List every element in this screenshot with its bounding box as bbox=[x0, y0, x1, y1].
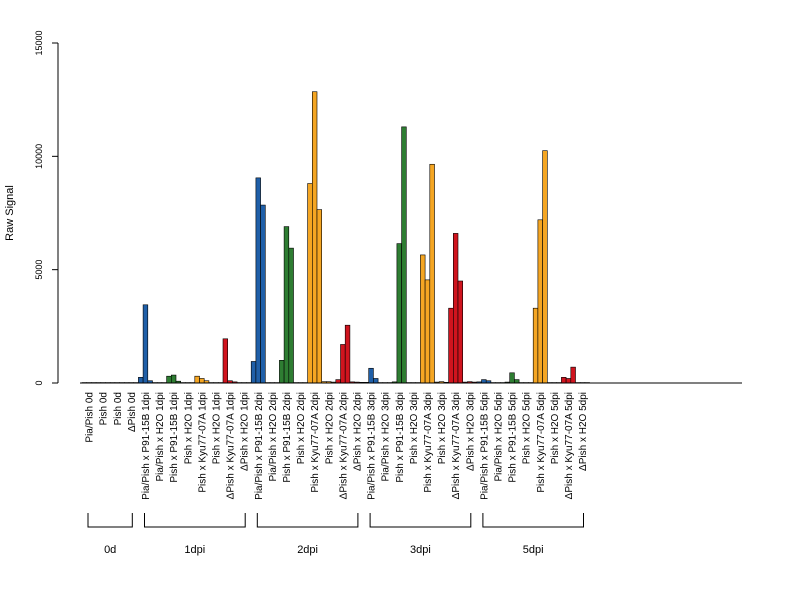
bar bbox=[307, 183, 313, 384]
x-tick-label: Pia/Pish x P91-15B 1dpi bbox=[141, 392, 152, 500]
group-bracket bbox=[256, 513, 359, 528]
x-tick-label: Pish x Kyu77-07A 2dpi bbox=[310, 392, 321, 493]
bar bbox=[570, 366, 576, 384]
y-axis: 0 5000 10000 15000 bbox=[34, 30, 59, 386]
bar bbox=[138, 377, 144, 384]
y-tick-label: 10000 bbox=[34, 144, 44, 169]
group-label: 3dpi bbox=[410, 544, 431, 556]
group-bracket bbox=[482, 513, 584, 528]
group-bracket bbox=[87, 513, 133, 528]
bar bbox=[311, 91, 318, 384]
bar bbox=[452, 233, 459, 384]
x-tick-label: Pish x Kyu77-07A 5dpi bbox=[536, 392, 547, 493]
group-brackets: 0d 1dpi 2dpi 3dpi 5dpi bbox=[87, 513, 584, 556]
x-tick-label: Pish x P91-15B 2dpi bbox=[282, 392, 293, 483]
x-tick-label: Pish x H2O 2dpi bbox=[324, 392, 335, 464]
bar bbox=[142, 304, 149, 384]
bar bbox=[457, 280, 463, 384]
x-tick-label: Pia/Pish x H2O 3dpi bbox=[381, 392, 392, 482]
y-tick-label: 5000 bbox=[34, 260, 44, 280]
bar bbox=[279, 360, 285, 384]
x-tick-label: Pish x P91-15B 1dpi bbox=[169, 392, 180, 483]
x-tick-label: Pish x Kyu77-07A 1dpi bbox=[197, 392, 208, 493]
bar bbox=[368, 367, 374, 384]
bar bbox=[448, 307, 454, 384]
bar bbox=[288, 247, 294, 384]
bar bbox=[222, 338, 228, 384]
x-tick-label: ΔPish x Kyu77-07A 2dpi bbox=[338, 392, 349, 499]
x-tick-label: ΔPish x Kyu77-07A 5dpi bbox=[564, 392, 575, 499]
bar bbox=[420, 254, 426, 384]
bar bbox=[316, 209, 322, 384]
bar bbox=[250, 361, 257, 384]
x-tick-label: Pish 0d bbox=[99, 392, 110, 425]
bar bbox=[532, 307, 539, 384]
x-tick-label: Pish x P91-15B 5dpi bbox=[508, 392, 519, 483]
bar bbox=[260, 204, 266, 384]
x-tick-label: ΔPish x Kyu77-07A 3dpi bbox=[451, 392, 462, 499]
group-label: 2dpi bbox=[297, 544, 318, 556]
bar bbox=[283, 226, 290, 384]
y-axis-label: Raw Signal bbox=[4, 185, 16, 241]
x-tick-label: ΔPish x H2O 3dpi bbox=[465, 392, 476, 471]
x-tick-label: Pish x Kyu77-07A 3dpi bbox=[423, 392, 434, 493]
bars bbox=[81, 91, 590, 384]
x-tick-label: ΔPish x H2O 1dpi bbox=[240, 392, 251, 471]
bar bbox=[509, 372, 515, 384]
bar bbox=[401, 126, 407, 384]
bar bbox=[429, 163, 435, 384]
y-tick-label: 15000 bbox=[34, 30, 44, 55]
group-label: 5dpi bbox=[523, 544, 544, 556]
category-labels: Pia/Pish 0d Pish 0d Pish 0d ΔPish 0d Pia/Pis… bbox=[85, 392, 589, 500]
x-tick-label: ΔPish x Kyu77-07A 1dpi bbox=[226, 392, 237, 499]
x-tick-label: Pia/Pish x P91-15B 5dpi bbox=[479, 392, 490, 500]
bar bbox=[373, 378, 379, 384]
bar bbox=[171, 374, 177, 384]
bar bbox=[514, 379, 520, 384]
bar bbox=[340, 344, 346, 384]
x-tick-label: ΔPish x H2O 2dpi bbox=[352, 392, 363, 471]
x-tick-label: Pia/Pish x H2O 1dpi bbox=[155, 392, 166, 482]
group-bracket bbox=[144, 513, 246, 528]
x-tick-label: Pish x H2O 2dpi bbox=[296, 392, 307, 464]
group-label: 1dpi bbox=[184, 544, 205, 556]
bar bbox=[396, 243, 402, 384]
x-tick-label: Pish 0d bbox=[113, 392, 124, 425]
x-tick-label: Pish x H2O 3dpi bbox=[409, 392, 420, 464]
bar bbox=[194, 375, 200, 384]
x-tick-label: Pish x H2O 1dpi bbox=[183, 392, 194, 464]
x-tick-label: Pia/Pish x H2O 5dpi bbox=[493, 392, 504, 482]
bar bbox=[424, 279, 431, 384]
bar bbox=[199, 378, 205, 384]
x-tick-label: Pish x H2O 5dpi bbox=[550, 392, 561, 464]
bar bbox=[565, 378, 572, 384]
bar bbox=[255, 177, 261, 384]
x-tick-label: Pia/Pish x P91-15B 2dpi bbox=[254, 392, 265, 500]
group-bracket bbox=[369, 513, 472, 528]
bar bbox=[481, 379, 487, 384]
x-tick-label: ΔPish 0d bbox=[127, 392, 138, 432]
x-tick-label: ΔPish x H2O 5dpi bbox=[578, 392, 589, 471]
x-tick-label: Pish x H2O 1dpi bbox=[211, 392, 222, 464]
bar bbox=[335, 379, 341, 384]
bar bbox=[542, 150, 548, 384]
x-tick-label: Pish x H2O 5dpi bbox=[522, 392, 533, 464]
bar bbox=[166, 375, 172, 384]
bar bbox=[537, 219, 543, 384]
bar bbox=[561, 377, 567, 384]
x-tick-label: Pia/Pish x H2O 2dpi bbox=[268, 392, 279, 482]
bar bbox=[344, 324, 351, 384]
x-tick-label: Pish x H2O 3dpi bbox=[437, 392, 448, 464]
x-tick-label: Pish x P91-15B 3dpi bbox=[395, 392, 406, 483]
group-label: 0d bbox=[104, 544, 116, 556]
y-tick-label: 0 bbox=[34, 380, 44, 385]
x-tick-label: Pia/Pish 0d bbox=[85, 392, 96, 443]
x-tick-label: Pia/Pish x P91-15B 3dpi bbox=[367, 392, 378, 500]
